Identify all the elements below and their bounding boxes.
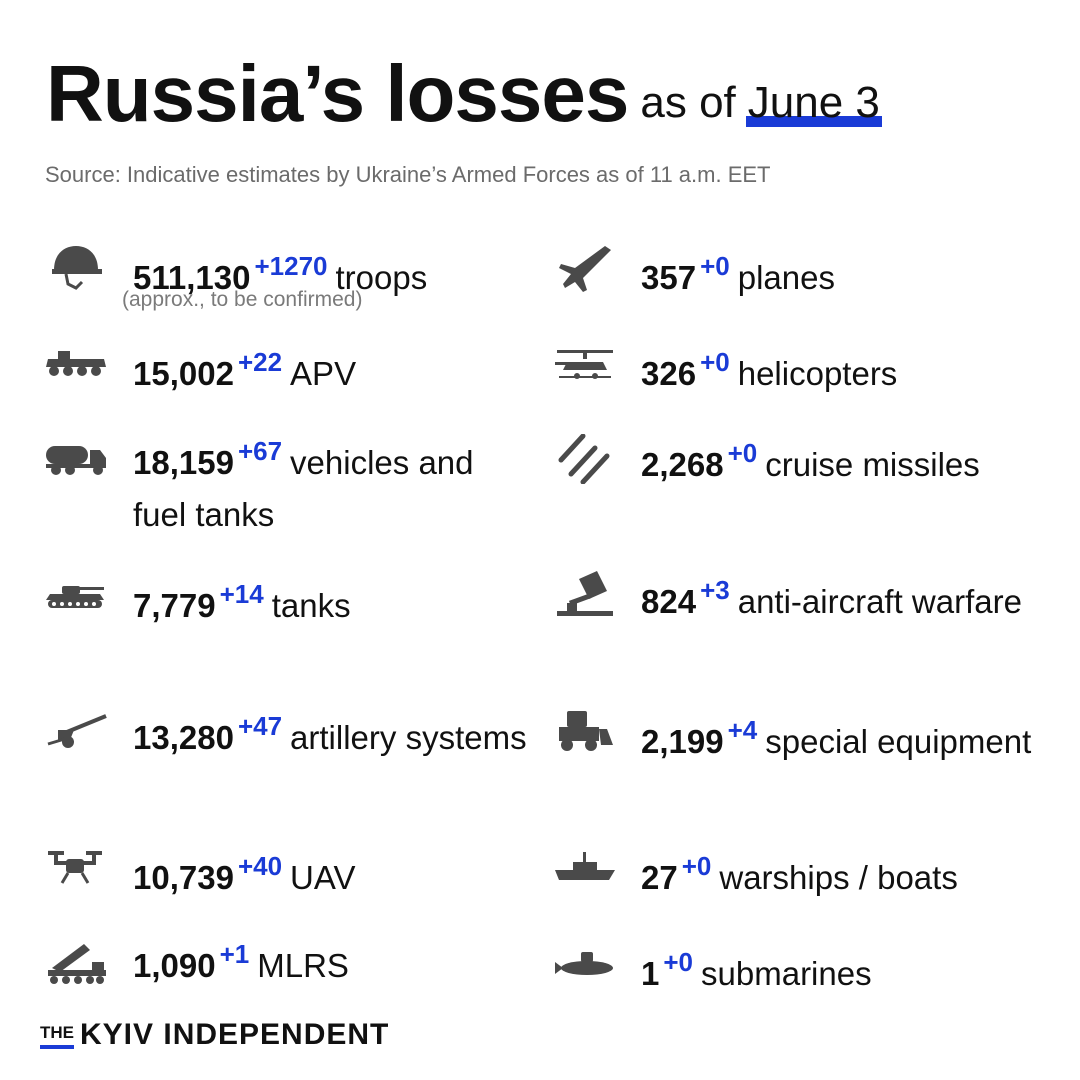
title-main: Russia’s losses — [46, 49, 629, 138]
loss-delta: +0 — [727, 438, 758, 468]
loss-delta: +1 — [219, 939, 250, 969]
loss-text: 326 +0 helicopters — [641, 336, 1061, 400]
title-date: June 3 — [745, 78, 882, 128]
loss-text: 18,159 +67 vehicles and fuel tanks — [133, 425, 533, 541]
loss-text: 1,090 +1 MLRS — [133, 928, 533, 992]
brand-prefix: THE — [40, 1023, 74, 1049]
fuel-truck-icon — [44, 434, 108, 484]
loss-value: 1,090 — [133, 947, 216, 984]
loss-value: 511,130 — [133, 259, 251, 296]
loss-label: planes — [737, 259, 835, 296]
loss-text: 1 +0 submarines — [641, 936, 1061, 1000]
loss-label: anti-aircraft warfare — [737, 583, 1022, 620]
loss-text: 2,199 +4 special equipment — [641, 704, 1061, 768]
loss-value: 27 — [641, 859, 678, 896]
loss-value: 10,739 — [133, 859, 234, 896]
loss-text: 13,280 +47 artillery systems — [133, 700, 533, 764]
loss-delta: +14 — [219, 579, 264, 609]
loss-delta: +67 — [237, 436, 283, 466]
drone-icon — [44, 843, 108, 893]
tank-icon — [44, 572, 108, 622]
loss-value: 824 — [641, 583, 697, 620]
loss-delta: +0 — [663, 947, 694, 977]
loss-text: 10,739 +40 UAV — [133, 840, 533, 904]
loss-label: artillery systems — [290, 719, 527, 756]
loss-delta: +0 — [700, 347, 730, 377]
loss-text: 7,779 +14 tanks — [133, 568, 533, 632]
loss-text: 15,002 +22 APV — [133, 336, 533, 400]
mlrs-icon — [44, 938, 108, 988]
loss-label: helicopters — [737, 355, 898, 392]
page-title: Russia’s losses as of June 3 — [46, 48, 882, 140]
loss-delta: +4 — [727, 715, 758, 745]
loss-value: 357 — [641, 259, 697, 296]
helicopter-icon — [553, 340, 617, 390]
loss-delta: +0 — [700, 251, 730, 281]
brand-logo: THE KYIV INDEPENDENT — [40, 1018, 389, 1055]
loss-label: special equipment — [765, 723, 1032, 760]
brand-name: KYIV INDEPENDENT — [80, 1018, 390, 1051]
loss-value: 15,002 — [133, 355, 234, 392]
plane-icon — [553, 244, 617, 294]
date-text: June 3 — [747, 78, 880, 127]
apv-icon — [44, 337, 108, 387]
loss-text: 2,268 +0 cruise missiles — [641, 427, 1061, 491]
loss-text: 357 +0 planes — [641, 240, 1061, 304]
loss-note: (approx., to be confirmed) — [122, 288, 363, 311]
loss-value: 1 — [641, 955, 660, 992]
loss-delta: +1270 — [254, 251, 328, 281]
loss-value: 7,779 — [133, 587, 216, 624]
special-equipment-icon — [553, 707, 617, 757]
loss-delta: +40 — [237, 851, 283, 881]
loss-text: 27 +0 warships / boats — [641, 840, 1071, 904]
loss-label: UAV — [290, 859, 356, 896]
loss-label: cruise missiles — [765, 446, 980, 483]
loss-label: troops — [335, 259, 428, 296]
loss-label: vehicles and fuel tanks — [133, 444, 474, 533]
anti-aircraft-icon — [553, 571, 617, 621]
loss-delta: +0 — [681, 851, 712, 881]
artillery-icon — [44, 710, 108, 760]
loss-value: 18,159 — [133, 444, 234, 481]
loss-text: 511,130 +1270 troops — [133, 240, 533, 304]
warship-icon — [553, 844, 617, 894]
loss-value: 13,280 — [133, 719, 234, 756]
loss-label: warships / boats — [719, 859, 958, 896]
loss-delta: +47 — [237, 711, 283, 741]
loss-value: 2,199 — [641, 723, 724, 760]
loss-delta: +3 — [700, 575, 730, 605]
loss-delta: +22 — [237, 347, 283, 377]
loss-label: MLRS — [257, 947, 349, 984]
loss-value: 2,268 — [641, 446, 724, 483]
loss-label: submarines — [701, 955, 872, 992]
loss-label: APV — [290, 355, 357, 392]
loss-text: 824 +3 anti-aircraft warfare — [641, 564, 1061, 628]
title-subtitle: as of — [640, 78, 736, 127]
helmet-icon — [44, 240, 108, 290]
source-note: Source: Indicative estimates by Ukraine’… — [45, 162, 771, 187]
loss-label: tanks — [271, 587, 351, 624]
missile-icon — [553, 434, 617, 484]
submarine-icon — [553, 942, 617, 992]
loss-value: 326 — [641, 355, 697, 392]
